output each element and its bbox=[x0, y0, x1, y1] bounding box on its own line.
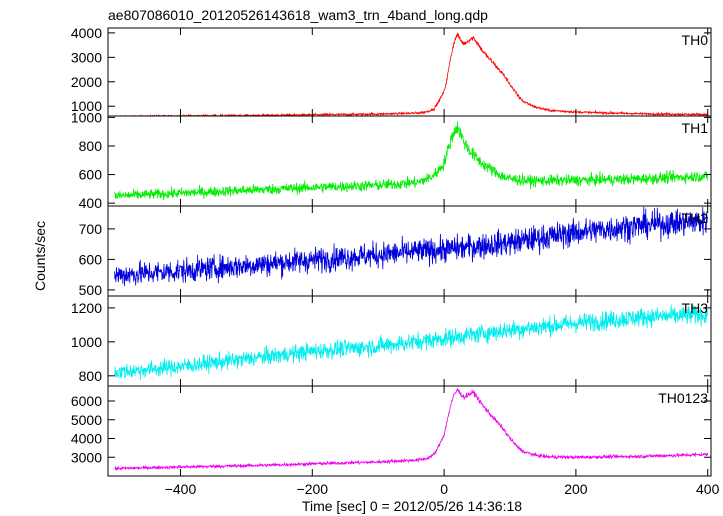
x-ticks: −400 −200 0 200 400 bbox=[165, 481, 720, 497]
panel-th0123: 3000 4000 5000 6000 TH0123 bbox=[71, 385, 712, 477]
y-tick-label: 700 bbox=[79, 221, 103, 237]
panel-label: TH3 bbox=[682, 300, 709, 316]
x-tick-label: −400 bbox=[165, 481, 197, 497]
y-tick-label: 1000 bbox=[71, 109, 102, 125]
panel-th2: 500 600 700 TH2 bbox=[79, 205, 712, 298]
panel-th3: 800 1000 1200 TH3 bbox=[71, 295, 712, 387]
series-line-th0123 bbox=[114, 387, 709, 472]
y-tick-label: 1000 bbox=[71, 334, 102, 350]
y-tick-label: 2000 bbox=[71, 74, 102, 90]
y-tick-label: 800 bbox=[79, 368, 103, 384]
series-line-th1 bbox=[114, 121, 709, 201]
x-tick-label: −200 bbox=[297, 481, 329, 497]
y-tick-label: 3000 bbox=[71, 49, 102, 65]
y-tick-label: 4000 bbox=[71, 431, 102, 447]
y-tick-label: 3000 bbox=[71, 449, 102, 465]
y-tick-label: 6000 bbox=[71, 393, 102, 409]
panel-frame bbox=[107, 295, 712, 387]
x-tick-label: 400 bbox=[696, 481, 720, 497]
y-tick-label: 5000 bbox=[71, 412, 102, 428]
y-tick-label: 4000 bbox=[71, 25, 102, 41]
panel-label: TH2 bbox=[682, 210, 709, 226]
panel-frame bbox=[107, 27, 712, 117]
y-axis-label: Counts/sec bbox=[32, 221, 48, 291]
series-line-th0 bbox=[114, 32, 709, 116]
panels-group: 1000 2000 3000 4000 TH0 400 600 800 1000 TH1 500 60… bbox=[71, 25, 712, 477]
y-tick-label: 1000 bbox=[71, 98, 102, 114]
y-tick-label: 1200 bbox=[71, 300, 102, 316]
panel-label: TH1 bbox=[682, 120, 709, 136]
panel-label: TH0 bbox=[682, 32, 709, 48]
y-tick-label: 600 bbox=[79, 251, 103, 267]
panel-th0: 1000 2000 3000 4000 TH0 bbox=[71, 25, 712, 117]
y-tick-label: 400 bbox=[79, 195, 103, 211]
series-line-th3 bbox=[114, 304, 709, 381]
chart-title: ae807086010_20120526143618_wam3_trn_4ban… bbox=[108, 7, 488, 23]
series-line-th2 bbox=[114, 206, 709, 287]
x-tick-label: 0 bbox=[440, 481, 448, 497]
y-tick-label: 500 bbox=[79, 282, 103, 298]
panel-th1: 400 600 800 1000 TH1 bbox=[71, 109, 712, 211]
panel-frame bbox=[107, 115, 712, 207]
y-tick-label: 600 bbox=[79, 167, 103, 183]
y-tick-label: 800 bbox=[79, 138, 103, 154]
panel-label: TH0123 bbox=[658, 390, 708, 406]
panel-frame bbox=[107, 385, 712, 477]
x-axis-label: Time [sec] 0 = 2012/05/26 14:36:18 bbox=[302, 498, 522, 514]
x-tick-label: 200 bbox=[564, 481, 588, 497]
